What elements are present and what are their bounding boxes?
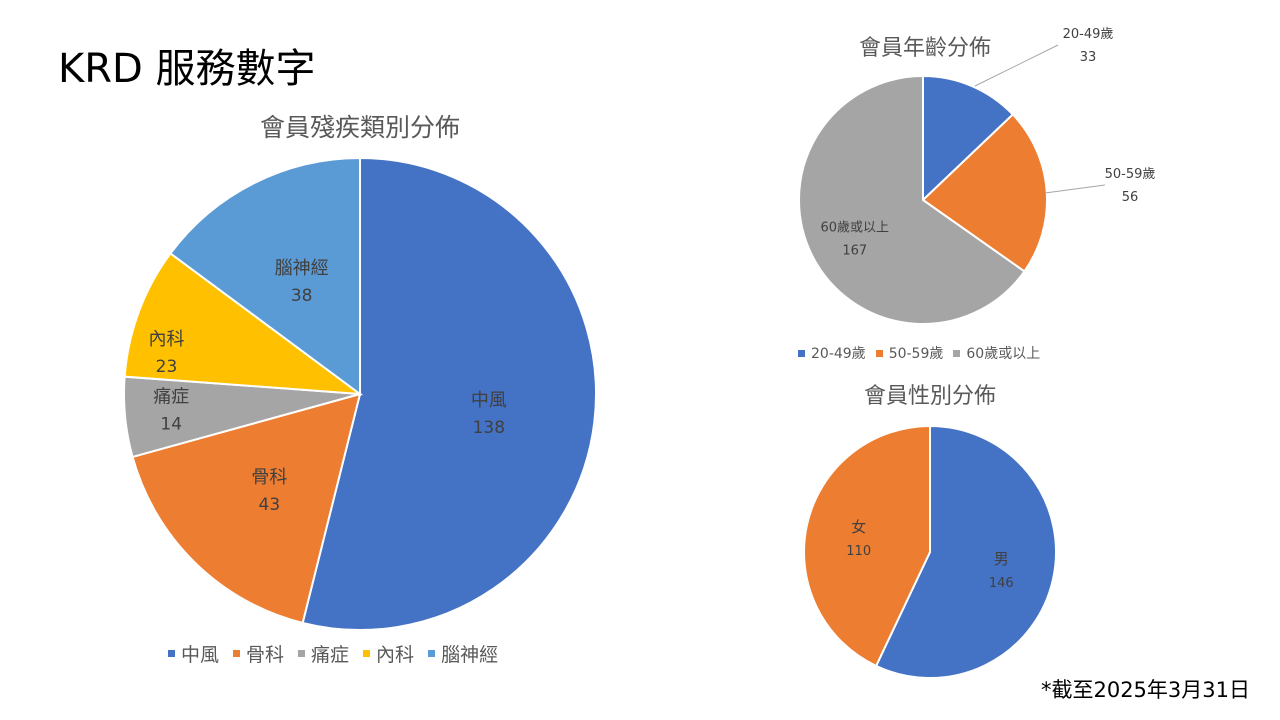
age-legend: 20-49歲 50-59歲 60歲或以上 xyxy=(798,343,1040,363)
disability-label-value-4: 38 xyxy=(291,286,313,306)
disability-slice-3 xyxy=(123,252,364,396)
age-legend-swatch-2 xyxy=(953,349,961,357)
age-legend-item-1: 50-59歲 xyxy=(875,343,944,363)
disability-label-value-2: 14 xyxy=(160,415,182,435)
disability-label-value-1: 43 xyxy=(259,495,281,515)
age-slice-1 xyxy=(921,113,1048,273)
disability-legend-item-3: 內科 xyxy=(363,640,414,667)
gender-label-value-1: 110 xyxy=(846,544,871,559)
disability-legend-swatch-3 xyxy=(363,650,371,657)
disability-slice-0 xyxy=(301,156,597,631)
age-slice-0 xyxy=(922,74,1015,203)
age-label-category-2: 60歲或以上 xyxy=(820,220,889,235)
age-leader-line-1 xyxy=(1044,184,1106,194)
disability-legend-label-4: 腦神經 xyxy=(441,644,499,666)
disability-pie: 中風 138 骨科 43 痛症 14 內科 23 腦神經 38 xyxy=(123,156,597,631)
gender-label-value-0: 146 xyxy=(989,576,1014,591)
age-chart-title: 會員年齡分佈 xyxy=(858,36,991,61)
disability-chart-title: 會員殘疾類別分佈 xyxy=(259,113,460,142)
gender-pie: 男 146 女 110 xyxy=(803,424,1057,679)
age-legend-item-0: 20-49歲 xyxy=(798,343,866,363)
disability-legend-item-2: 痛症 xyxy=(298,640,349,667)
age-label-category-1: 50-59歲 xyxy=(1105,167,1156,182)
disability-legend-label-1: 骨科 xyxy=(246,644,285,666)
disability-legend-swatch-4 xyxy=(428,650,436,657)
age-legend-swatch-1 xyxy=(875,349,883,357)
disability-label-value-3: 23 xyxy=(156,357,178,377)
gender-label-category-0: 男 xyxy=(994,550,1009,568)
age-label-value-0: 33 xyxy=(1080,50,1097,65)
disability-legend-label-2: 痛症 xyxy=(311,644,350,666)
disability-legend-item-1: 骨科 xyxy=(233,640,284,667)
age-legend-item-2: 60歲或以上 xyxy=(953,343,1040,363)
disability-label-category-4: 腦神經 xyxy=(275,258,329,279)
gender-slice-1 xyxy=(803,424,931,668)
disability-slice-4 xyxy=(169,156,361,396)
disability-label-category-1: 骨科 xyxy=(251,467,287,488)
gender-label-category-1: 女 xyxy=(851,518,866,536)
disability-legend-label-0: 中風 xyxy=(181,644,220,666)
disability-legend-label-3: 內科 xyxy=(376,644,415,666)
disability-legend-swatch-0 xyxy=(168,650,175,657)
disability-legend-swatch-1 xyxy=(233,650,241,657)
age-legend-label-2: 60歲或以上 xyxy=(966,346,1041,362)
age-label-value-1: 56 xyxy=(1122,190,1139,205)
disability-label-category-2: 痛症 xyxy=(153,387,189,408)
disability-legend-item-4: 腦神經 xyxy=(428,640,498,667)
footnote: *截至2025年3月31日 xyxy=(1040,678,1250,702)
age-legend-swatch-0 xyxy=(798,349,805,357)
gender-slice-0 xyxy=(874,424,1057,679)
gender-chart-title: 會員性別分佈 xyxy=(863,384,996,409)
disability-label-category-0: 中風 xyxy=(471,390,507,411)
age-leader-line-0 xyxy=(974,44,1059,87)
disability-legend-item-0: 中風 xyxy=(168,640,219,667)
disability-label-category-3: 內科 xyxy=(148,329,184,350)
age-slice-2 xyxy=(798,74,1026,325)
disability-label-value-0: 138 xyxy=(473,418,505,438)
age-pie: 20-49歲 33 50-59歲 56 60歲或以上 167 xyxy=(798,27,1156,325)
disability-slice-1 xyxy=(131,392,362,625)
age-label-value-2: 167 xyxy=(842,243,867,258)
age-label-category-0: 20-49歲 xyxy=(1063,27,1114,42)
disability-legend: 中風 骨科 痛症 內科 腦神經 xyxy=(168,640,498,667)
slide-title: KRD 服務數字 xyxy=(58,46,316,92)
disability-legend-swatch-2 xyxy=(298,650,306,657)
age-legend-label-0: 20-49歲 xyxy=(811,346,866,362)
age-legend-label-1: 50-59歲 xyxy=(888,346,944,362)
